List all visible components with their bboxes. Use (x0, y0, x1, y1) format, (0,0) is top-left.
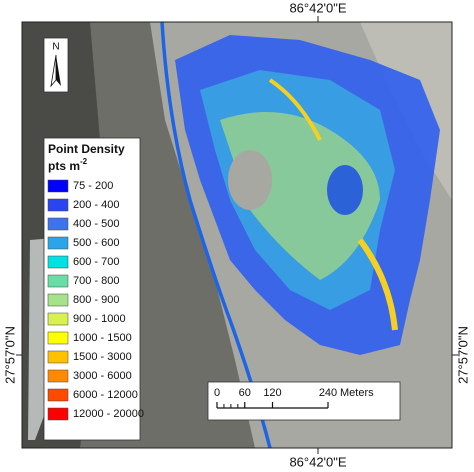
legend: Point Density pts m-2 75 - 200 200 - 400 4… (43, 137, 144, 441)
arrow-half (56, 55, 61, 86)
legend-label: 800 - 900 (73, 294, 119, 306)
legend-label: 75 - 200 (73, 180, 113, 192)
legend-label: 1500 - 3000 (73, 351, 132, 363)
legend-label: 3000 - 6000 (73, 370, 132, 382)
legend-unit: pts m-2 (48, 157, 88, 173)
legend-title: Point Density (48, 142, 125, 156)
legend-swatch (47, 198, 69, 212)
legend-label: 700 - 800 (73, 275, 119, 287)
coord-top: 86°42'0"E (289, 0, 346, 15)
legend-label: 6000 - 12000 (73, 389, 138, 401)
north-label: N (52, 42, 59, 53)
density-band (357, 238, 398, 331)
legend-label: 200 - 400 (73, 199, 119, 211)
arrow-half (50, 54, 57, 88)
legend-swatch (47, 274, 69, 288)
scale-unit: Meters (340, 387, 374, 399)
map-frame (21, 21, 453, 449)
legend-swatch (47, 350, 69, 364)
legend-label: 400 - 500 (73, 218, 119, 230)
legend-swatch (47, 255, 69, 269)
scale-label: 0 (214, 387, 220, 399)
pond (327, 165, 363, 215)
coord-left: 27°57'0"N (2, 326, 17, 384)
scale-bar: 0 60 120 240 Meters (207, 381, 401, 421)
density-band (268, 78, 322, 141)
legend-swatch (47, 217, 69, 231)
scale-label: 240 (319, 387, 337, 399)
terrain-island (228, 150, 272, 210)
legend-swatch (47, 407, 69, 421)
legend-label: 600 - 700 (73, 256, 119, 268)
scale-label: 60 (239, 387, 251, 399)
coord-right: 27°57'0"N (455, 326, 470, 384)
scale-box (207, 381, 401, 421)
legend-label: 900 - 1000 (73, 313, 126, 325)
scale-label: 120 (263, 387, 281, 399)
legend-label: 500 - 600 (73, 237, 119, 249)
legend-label: 1000 - 1500 (73, 332, 132, 344)
legend-swatch (47, 388, 69, 402)
legend-swatch (47, 331, 69, 345)
legend-swatch (47, 179, 69, 193)
coord-bottom: 86°42'0"E (289, 454, 346, 469)
legend-swatch (47, 293, 69, 307)
legend-swatch (47, 236, 69, 250)
legend-label: 12000 - 20000 (73, 408, 144, 420)
legend-swatch (47, 369, 69, 383)
north-arrow: N (43, 37, 69, 93)
unit-text: pts m (48, 159, 80, 173)
legend-swatch (47, 312, 69, 326)
unit-exponent: -2 (80, 157, 88, 166)
